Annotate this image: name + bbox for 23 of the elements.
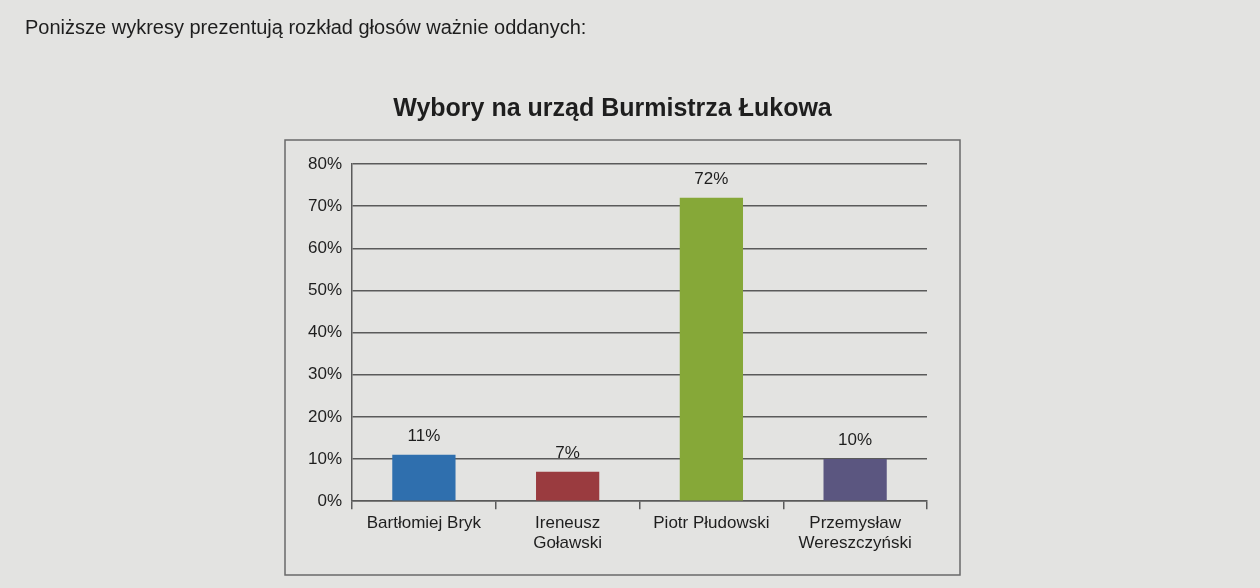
bar [679, 197, 744, 501]
bar [536, 471, 600, 501]
data-label: 7% [555, 442, 580, 462]
y-tick-label: 40% [307, 322, 343, 342]
y-tick-label: 20% [307, 406, 343, 426]
x-tick-label: Bartłomiej Bryk [366, 513, 482, 533]
y-tick-label: 30% [307, 364, 343, 384]
x-tick-label: Ireneusz Goławski [533, 513, 603, 553]
data-label: 10% [838, 430, 873, 450]
text: Poniższe wykresy prezentują rozkład głosów ważnie oddanych: [25, 16, 587, 39]
x-tick-label: Przemysław Wereszczyński [798, 513, 912, 553]
y-tick-label: 10% [307, 448, 343, 468]
bar [392, 454, 456, 501]
x-tick-label: Piotr Płudowski [653, 513, 770, 533]
data-label: 72% [694, 168, 729, 188]
y-tick-label: 50% [307, 280, 343, 300]
y-tick-label: 60% [307, 237, 343, 257]
bar [823, 459, 887, 501]
chart-title: Wybory na urząd Burmistrza Łukowa [393, 92, 833, 121]
data-label: 11% [407, 426, 441, 446]
y-tick-label: 70% [307, 195, 343, 215]
y-tick-label: 80% [307, 153, 343, 173]
y-tick-label: 0% [317, 490, 343, 510]
